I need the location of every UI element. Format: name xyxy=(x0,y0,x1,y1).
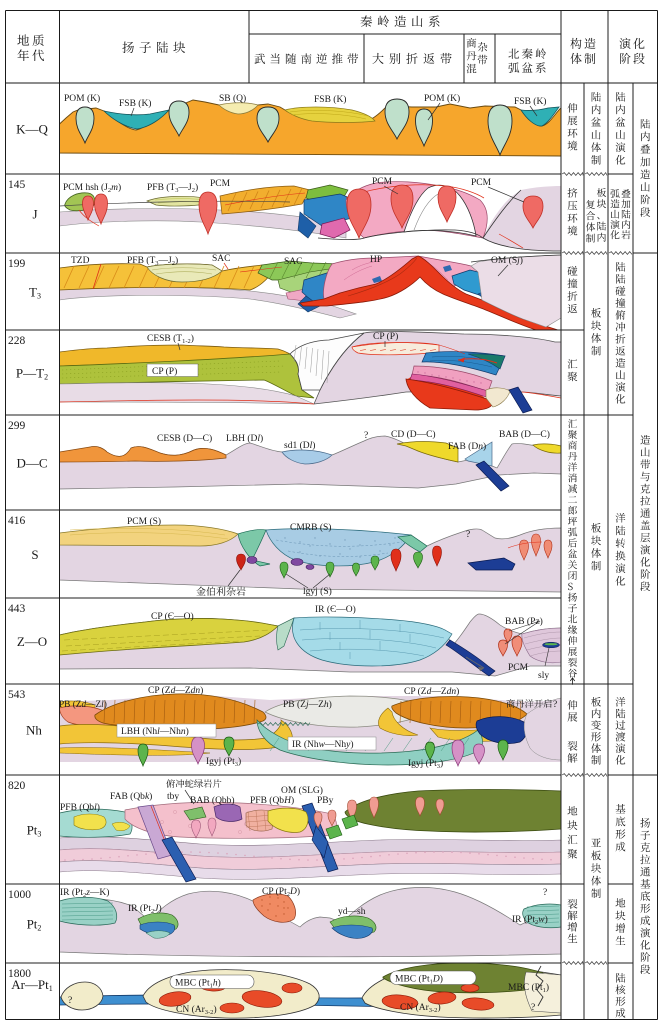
svg-text:IR (Pt2J): IR (Pt2J) xyxy=(128,903,162,915)
svg-text:PCM: PCM xyxy=(508,663,529,673)
svg-text:SAC: SAC xyxy=(212,254,230,264)
svg-text:BAB (D—C): BAB (D—C) xyxy=(499,429,550,440)
svg-text:PFB (QbH): PFB (QbH) xyxy=(250,795,294,806)
svg-text:P—T2: P—T2 xyxy=(16,366,48,382)
svg-text:1800: 1800 xyxy=(8,968,31,980)
svg-text:CMRB (S): CMRB (S) xyxy=(290,522,331,533)
svg-text:SAC: SAC xyxy=(284,257,302,267)
svg-text:yd—sh: yd—sh xyxy=(338,907,366,917)
svg-text:CD (D—C): CD (D—C) xyxy=(391,429,436,440)
svg-text:Ar—Pt1: Ar—Pt1 xyxy=(11,977,53,993)
svg-text:PCM: PCM xyxy=(471,178,492,188)
svg-text:D—C: D—C xyxy=(16,456,47,471)
svg-text:Nh: Nh xyxy=(26,723,42,738)
svg-text:PB (Zj—Zh): PB (Zj—Zh) xyxy=(283,699,332,710)
svg-text:FAB (Qbk): FAB (Qbk) xyxy=(110,791,152,802)
svg-text:?: ? xyxy=(543,888,547,898)
svg-text:?: ? xyxy=(553,700,557,710)
svg-text:PCM (S): PCM (S) xyxy=(127,516,161,527)
svg-text:?: ? xyxy=(68,996,72,1006)
svg-text:PFB (Qbl): PFB (Qbl) xyxy=(60,802,100,813)
svg-text:tby: tby xyxy=(167,792,179,802)
svg-text:CP (Є—O): CP (Є—O) xyxy=(151,611,194,622)
svg-text:FSB (K): FSB (K) xyxy=(119,98,151,109)
svg-text:J: J xyxy=(32,207,37,222)
svg-text:BAB (Pz): BAB (Pz) xyxy=(505,616,543,627)
svg-text:LBH (Nhl—Nhn): LBH (Nhl—Nhn) xyxy=(121,726,189,737)
svg-text:FAB (Dn): FAB (Dn) xyxy=(448,441,486,452)
svg-text:MBC (Pt1): MBC (Pt1) xyxy=(508,982,549,994)
svg-text:PCM: PCM xyxy=(210,179,231,189)
svg-text:299: 299 xyxy=(8,420,26,432)
svg-text:820: 820 xyxy=(8,780,26,792)
svg-text:IR (Pt2z—K): IR (Pt2z—K) xyxy=(60,887,109,899)
svg-text:IR (Pt2w): IR (Pt2w) xyxy=(512,914,548,926)
svg-text:Z—O: Z—O xyxy=(17,634,47,649)
svg-text:1000: 1000 xyxy=(8,889,31,901)
svg-text:CP (Pt2D): CP (Pt2D) xyxy=(262,886,300,898)
svg-text:lgyj (S): lgyj (S) xyxy=(303,586,332,597)
svg-text:PBy: PBy xyxy=(317,796,334,806)
svg-text:OM (Sj): OM (Sj) xyxy=(491,255,523,266)
svg-text:PCM hsh (J2m): PCM hsh (J2m) xyxy=(63,182,121,194)
svg-text:?: ? xyxy=(466,530,470,540)
svg-text:CESB (D—C): CESB (D—C) xyxy=(157,433,212,444)
svg-text:K—Q: K—Q xyxy=(16,122,48,137)
svg-text:CP (P): CP (P) xyxy=(373,331,398,342)
svg-text:POM (K): POM (K) xyxy=(64,93,100,104)
svg-text:?: ? xyxy=(531,1003,535,1013)
svg-text:Igyj (Pt3): Igyj (Pt3) xyxy=(206,756,241,768)
svg-text:199: 199 xyxy=(8,258,26,270)
svg-text:PFB (T3—J2): PFB (T3—J2) xyxy=(127,255,178,267)
svg-text:443: 443 xyxy=(8,603,26,615)
svg-text:543: 543 xyxy=(8,689,26,701)
svg-text:MBC (Pt1D): MBC (Pt1D) xyxy=(395,974,443,986)
svg-text:POM (K): POM (K) xyxy=(424,93,460,104)
svg-text:BAB (Qbb): BAB (Qbb) xyxy=(190,795,235,806)
svg-text:?: ? xyxy=(364,431,368,441)
svg-text:FSB (K): FSB (K) xyxy=(314,94,346,105)
svg-text:CP (P): CP (P) xyxy=(152,366,177,377)
svg-text:PFB (T3—J2): PFB (T3—J2) xyxy=(147,182,198,194)
svg-text:Igyj (Pt3): Igyj (Pt3) xyxy=(408,758,443,770)
svg-text:OM (SLG): OM (SLG) xyxy=(281,785,323,796)
svg-text:FSB (K): FSB (K) xyxy=(514,96,546,107)
svg-text:145: 145 xyxy=(8,179,26,191)
svg-text:S: S xyxy=(31,547,38,562)
svg-text:T3: T3 xyxy=(29,285,41,301)
svg-text:IR (Nhw—Nhy): IR (Nhw—Nhy) xyxy=(292,739,354,750)
svg-text:CP (Zd—Zdn): CP (Zd—Zdn) xyxy=(148,685,203,696)
svg-text:416: 416 xyxy=(8,515,26,527)
svg-text:SB (Q): SB (Q) xyxy=(219,93,246,104)
svg-text:LBH (Dl): LBH (Dl) xyxy=(226,433,263,444)
svg-text:PB (Zd—Zl): PB (Zd—Zl) xyxy=(59,699,107,710)
svg-text:PCM: PCM xyxy=(372,177,393,187)
svg-text:sly: sly xyxy=(538,671,549,681)
svg-text:HP: HP xyxy=(370,255,382,265)
svg-text:CP (Zd—Zdn): CP (Zd—Zdn) xyxy=(404,686,459,697)
svg-text:IR (Є—O): IR (Є—O) xyxy=(315,604,356,615)
svg-text:TZD: TZD xyxy=(71,256,90,266)
svg-text:MBC (Pt1h): MBC (Pt1h) xyxy=(175,978,221,990)
svg-text:sd1 (Dl): sd1 (Dl) xyxy=(284,440,315,451)
svg-text:228: 228 xyxy=(8,335,26,347)
